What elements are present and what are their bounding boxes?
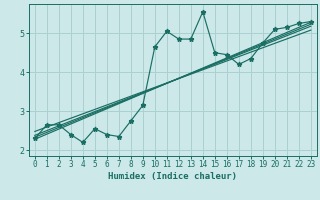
X-axis label: Humidex (Indice chaleur): Humidex (Indice chaleur) bbox=[108, 172, 237, 181]
